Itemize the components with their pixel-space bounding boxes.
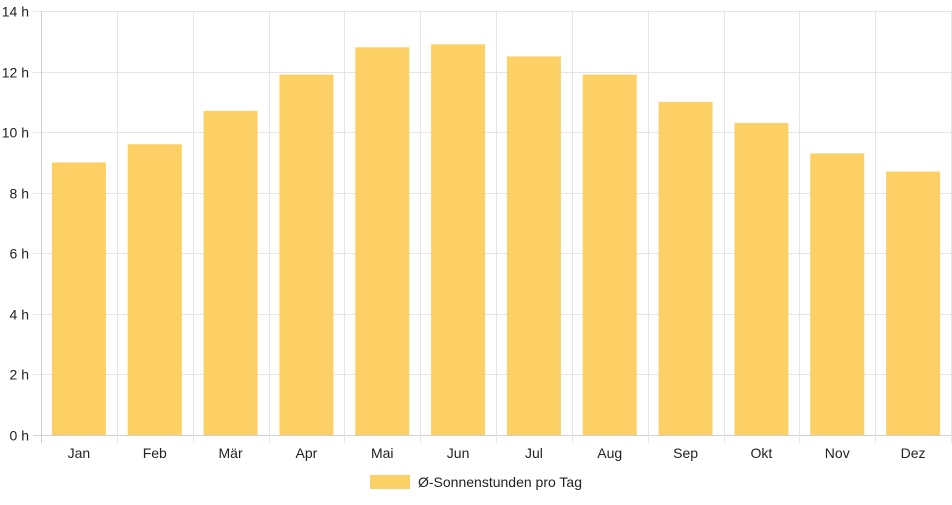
legend-label[interactable]: Ø-Sonnenstunden pro Tag: [418, 474, 582, 490]
bar-mai[interactable]: [355, 47, 410, 435]
bar-feb[interactable]: [127, 144, 182, 435]
y-tick-label: 14 h: [2, 4, 29, 20]
bar-dez[interactable]: [886, 171, 941, 435]
y-tick-label: 6 h: [10, 246, 29, 262]
x-axis: Jan Feb Mär Apr Mai Jun Jul Aug Sep Okt Nov Dez: [68, 445, 926, 461]
x-tick-label: Jun: [447, 445, 470, 461]
x-tick-label: Mär: [219, 445, 243, 461]
bar-sep[interactable]: [658, 101, 713, 435]
x-tick-label: Apr: [296, 445, 318, 461]
bar-jan[interactable]: [51, 162, 106, 435]
x-tick-label: Jul: [525, 445, 543, 461]
y-tick-label: 8 h: [10, 186, 29, 202]
legend-swatch[interactable]: [370, 475, 410, 489]
y-tick-label: 0 h: [10, 428, 29, 444]
x-tick-label: Okt: [751, 445, 773, 461]
bar-jul[interactable]: [506, 56, 561, 436]
bar-nov[interactable]: [810, 153, 865, 436]
bars: [51, 44, 941, 436]
bar-mär[interactable]: [203, 110, 258, 435]
y-tick-label: 12 h: [2, 65, 29, 81]
y-tick-label: 2 h: [10, 367, 29, 383]
grid: [33, 11, 952, 443]
x-tick-label: Mai: [371, 445, 394, 461]
x-tick-label: Dez: [901, 445, 926, 461]
x-tick-label: Jan: [68, 445, 91, 461]
y-tick-label: 4 h: [10, 307, 29, 323]
bar-apr[interactable]: [279, 74, 334, 435]
y-axis: 0 h 2 h 4 h 6 h 8 h 10 h 12 h 14 h: [2, 4, 29, 444]
bar-jun[interactable]: [431, 44, 486, 436]
x-tick-label: Nov: [825, 445, 850, 461]
legend[interactable]: Ø-Sonnenstunden pro Tag: [370, 474, 582, 490]
y-tick-label: 10 h: [2, 125, 29, 141]
x-tick-label: Sep: [673, 445, 698, 461]
bar-okt[interactable]: [734, 123, 789, 436]
x-tick-label: Feb: [143, 445, 167, 461]
bar-aug[interactable]: [582, 74, 637, 435]
x-tick-label: Aug: [597, 445, 622, 461]
